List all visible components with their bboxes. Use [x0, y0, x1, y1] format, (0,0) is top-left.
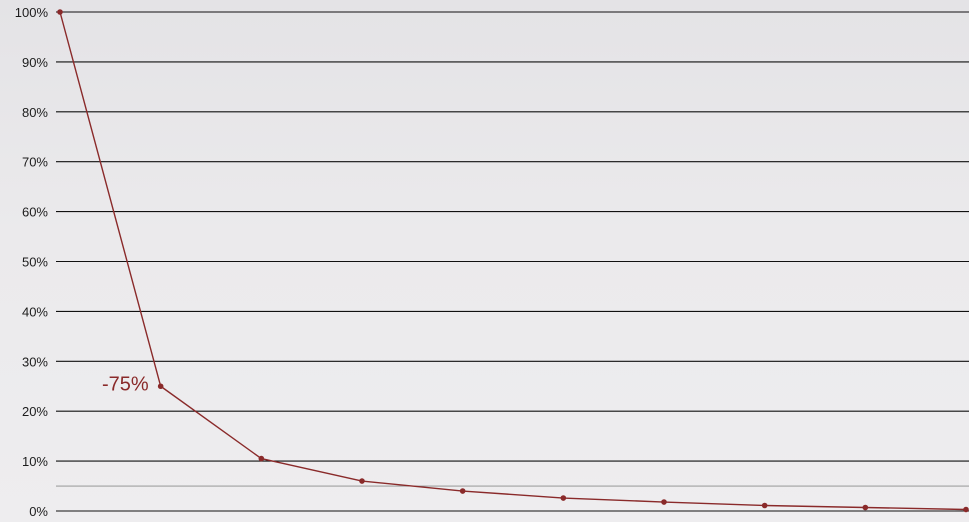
y-tick-label: 60%	[22, 205, 48, 220]
y-tick-label: 20%	[22, 404, 48, 419]
y-tick-label: 50%	[22, 255, 48, 270]
data-point	[762, 503, 768, 509]
y-tick-label: 90%	[22, 55, 48, 70]
y-tick-label: 80%	[22, 105, 48, 120]
y-tick-label: 30%	[22, 354, 48, 369]
annotations: -75%	[102, 373, 149, 395]
y-tick-label: 40%	[22, 304, 48, 319]
annotation-label: -75%	[102, 373, 149, 395]
series-line	[60, 12, 966, 510]
y-tick-label: 70%	[22, 155, 48, 170]
data-point	[57, 9, 63, 15]
data-point	[460, 488, 466, 494]
data-point	[863, 505, 869, 511]
data-point	[561, 495, 567, 501]
data-point	[661, 499, 667, 505]
data-point	[259, 456, 265, 462]
data-point	[963, 507, 969, 513]
y-tick-label: 0%	[29, 504, 48, 519]
data-point	[158, 383, 164, 389]
series	[57, 9, 969, 512]
y-tick-label: 100%	[15, 5, 49, 20]
gridlines	[56, 12, 969, 511]
y-tick-labels: 100% 90% 80% 70% 60% 50% 40% 30% 20% 10% 0%	[15, 5, 49, 519]
y-tick-label: 10%	[22, 454, 48, 469]
data-point	[359, 478, 365, 484]
